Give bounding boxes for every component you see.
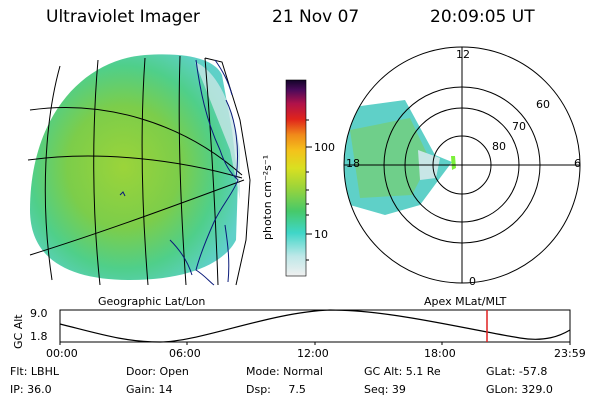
status-seq: Seq: 39: [364, 383, 406, 396]
status-ip: IP: 36.0: [10, 383, 52, 396]
mlt-label-6: 6: [574, 157, 581, 170]
geo-image: [30, 54, 240, 280]
status-gain: Gain: 14: [126, 383, 173, 396]
coastline: [119, 59, 239, 286]
status-flt: Flt: LBHL: [10, 365, 59, 378]
geo-grid: [27, 55, 251, 286]
status-glon: GLon: 329.0: [486, 383, 553, 396]
mlt-label-18: 18: [346, 157, 360, 170]
altitude-ytick-high: 9.0: [30, 307, 48, 320]
colorbar-tick-100: 100: [314, 141, 335, 154]
altitude-frame: [59, 309, 571, 343]
status-door: Door: Open: [126, 365, 189, 378]
altitude-ytick-low: 1.8: [30, 330, 48, 343]
polar-image: [344, 100, 456, 215]
xtick-2359: 23:59: [554, 347, 586, 360]
mlat-label-80: 80: [492, 140, 506, 153]
altitude-curve: [59, 309, 571, 343]
mlt-label-12: 12: [456, 48, 470, 61]
geo-panel-label: Geographic Lat/Lon: [98, 295, 206, 308]
colorbar-unit: photon cm⁻²s⁻¹: [261, 154, 274, 240]
xtick-0600: 06:00: [169, 347, 201, 360]
xtick-1200: 12:00: [297, 347, 329, 360]
polar-grid: [343, 46, 581, 284]
mlat-label-60: 60: [536, 98, 550, 111]
xtick-0000: 00:00: [46, 347, 78, 360]
status-glat: GLat: -57.8: [486, 365, 548, 378]
instrument-title: Ultraviolet Imager: [46, 7, 200, 27]
date-label: 21 Nov 07: [272, 7, 360, 27]
status-dsp: Dsp: 7.5: [246, 383, 306, 396]
colorbar: [285, 79, 307, 277]
xtick-1800: 18:00: [424, 347, 456, 360]
status-mode: Mode: Normal: [246, 365, 323, 378]
colorbar-ticks: [306, 119, 312, 261]
mlat-label-70: 70: [512, 120, 526, 133]
status-gcalt: GC Alt: 5.1 Re: [364, 365, 441, 378]
altitude-x-ticks: [59, 342, 571, 345]
mlt-label-0: 0: [469, 275, 476, 288]
colorbar-tick-10: 10: [314, 228, 328, 241]
polar-panel-label: Apex MLat/MLT: [424, 295, 507, 308]
altitude-ylabel: GC Alt: [12, 314, 25, 349]
time-label: 20:09:05 UT: [430, 7, 535, 27]
